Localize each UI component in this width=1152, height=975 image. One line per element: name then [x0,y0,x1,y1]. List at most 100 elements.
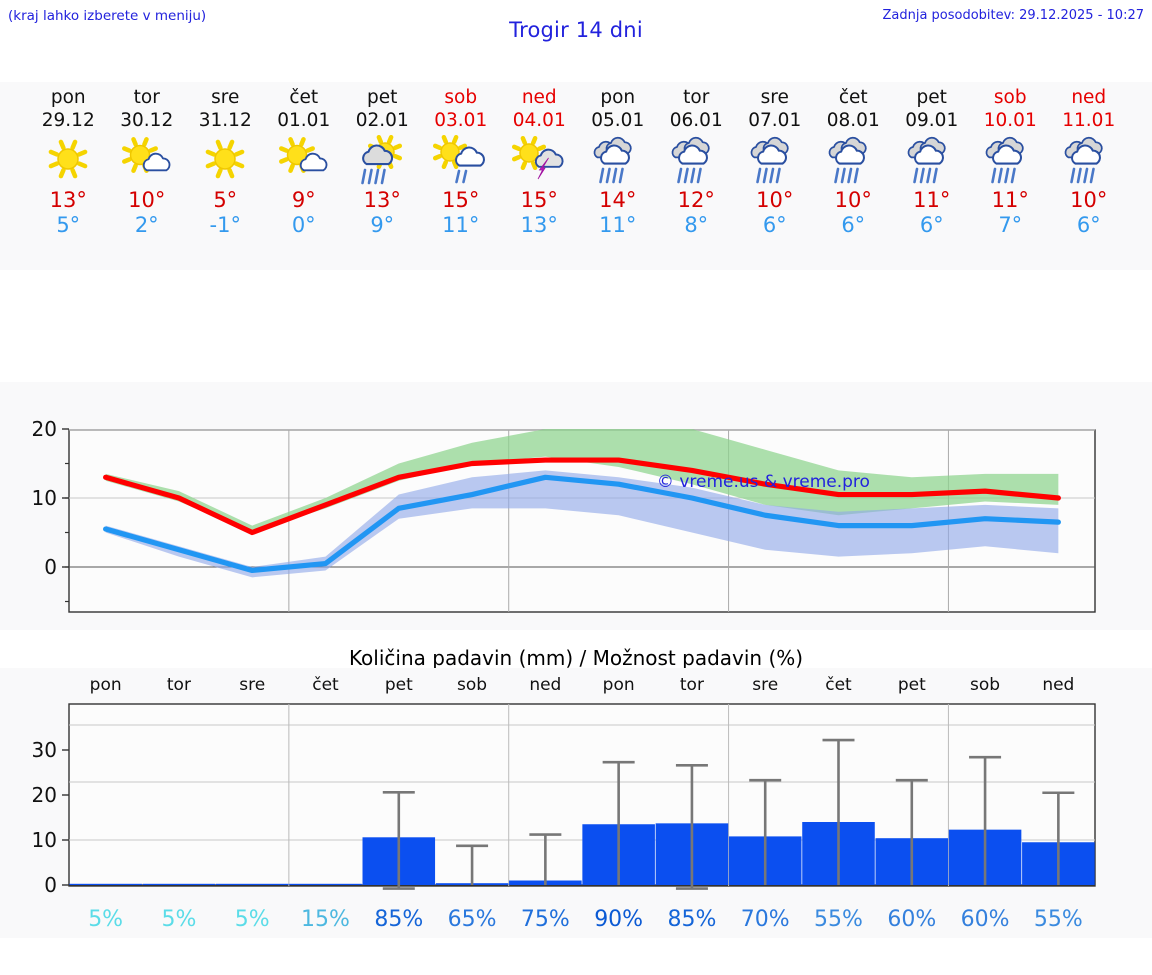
day-date: 07.01 [748,110,802,131]
temp-min: 6° [919,213,944,237]
precip-probability-label: 55% [1034,907,1083,932]
temp-max: 15° [520,188,558,212]
precip-probability-label: 65% [448,907,497,932]
temp-min: 11° [599,213,637,237]
svg-text:10: 10 [32,486,57,510]
last-updated-text: Zadnja posodobitev: 29.12.2025 - 10:27 [882,8,1144,23]
precip-day-label: pet [385,675,413,695]
temp-min: 9° [370,213,395,237]
day-date: 06.01 [669,110,723,131]
temp-min: 6° [841,213,866,237]
temp-min: 2° [134,213,159,237]
precip-bar [215,883,289,885]
precip-probability-label: 70% [741,907,790,932]
temp-min: 7° [998,213,1023,237]
sun-cloud-icon [265,133,344,187]
precipitation-chart: pon tor sre čet pet sob ned pon tor sre čet pet sob n… [0,668,1152,938]
precip-probability-label: 5% [235,907,270,932]
precip-probability-label: 5% [88,907,123,932]
cloud-rain-icon [1050,133,1129,187]
precip-day-label: pon [603,675,635,695]
day-date: 04.01 [512,110,566,131]
forecast-day-column[interactable]: sre 31.12 5° -1° [186,82,265,270]
day-name: ned [1071,87,1107,108]
precip-day-label: sob [457,675,487,695]
precip-day-label: ned [529,675,561,695]
page-title: Trogir 14 dni [509,18,643,42]
precip-day-label: pon [90,675,122,695]
temp-max: 14° [599,188,637,212]
forecast-day-column[interactable]: sob 10.01 11° 7° [971,82,1050,270]
day-date: 09.01 [905,110,959,131]
precip-probability-label: 75% [521,907,570,932]
forecast-day-column[interactable]: ned 11.01 10° 6° [1050,82,1129,270]
page-header: (kraj lahko izberete v meniju) Trogir 14… [0,0,1152,44]
svg-text:20: 20 [32,417,57,441]
forecast-day-column[interactable]: sob 03.01 15° 11° [422,82,501,270]
temp-min: 5° [56,213,81,237]
strip-left-pad [0,82,29,270]
temp-max: 10° [1070,188,1108,212]
temp-max: 13° [363,188,401,212]
precip-probability-label: 85% [374,907,423,932]
day-name: tor [683,87,710,108]
precip-day-label: tor [680,675,704,695]
sun-icon [186,133,265,187]
svg-text:10: 10 [32,828,57,852]
cloud-rain-icon [971,133,1050,187]
forecast-day-column[interactable]: pet 09.01 11° 6° [893,82,972,270]
day-name: pet [916,87,947,108]
precip-day-label: ned [1042,675,1074,695]
forecast-day-column[interactable]: pon 05.01 14° 11° [579,82,658,270]
precip-bar [142,883,216,885]
cloud-rain-icon [893,133,972,187]
temp-min: 6° [762,213,787,237]
forecast-day-column[interactable]: sre 07.01 10° 6° [736,82,815,270]
temp-max: 10° [756,188,794,212]
forecast-day-column[interactable]: tor 30.12 10° 2° [108,82,187,270]
precip-day-label: sre [752,675,778,695]
forecast-day-column[interactable]: pon 29.12 13° 5° [29,82,108,270]
temp-max: 11° [991,188,1029,212]
svg-text:0: 0 [44,873,57,897]
forecast-day-column[interactable]: čet 08.01 10° 6° [814,82,893,270]
precip-bar [69,883,142,885]
day-date: 03.01 [434,110,488,131]
day-name: tor [133,87,160,108]
day-date: 10.01 [983,110,1037,131]
daily-forecast-strip: pon 29.12 13° 5° tor 30.12 10° 2° sre 31.12 5° -1°… [0,82,1152,270]
precip-probability-label: 60% [961,907,1010,932]
precip-probability-label: 85% [667,907,716,932]
temp-max: 12° [677,188,715,212]
day-date: 05.01 [591,110,645,131]
temp-min: 8° [684,213,709,237]
precip-probability-label: 15% [301,907,350,932]
temp-min: -1° [209,213,241,237]
day-name: sob [444,87,478,108]
svg-text:20: 20 [32,783,57,807]
sun-cloud-thunder-icon [500,133,579,187]
precip-day-label: pet [898,675,926,695]
forecast-day-column[interactable]: tor 06.01 12° 8° [657,82,736,270]
temp-max: 9° [291,188,316,212]
day-name: sre [760,87,789,108]
sun-cloud-rain-icon [343,133,422,187]
sun-icon [29,133,108,187]
forecast-day-column[interactable]: čet 01.01 9° 0° [265,82,344,270]
menu-hint: (kraj lahko izberete v meniju) [8,8,207,24]
precip-day-label: sre [239,675,265,695]
precip-day-label: sob [970,675,1000,695]
temp-max: 13° [49,188,87,212]
day-name: sre [211,87,240,108]
svg-text:© vreme.us & vreme.pro: © vreme.us & vreme.pro [657,472,870,492]
day-name: pet [367,87,398,108]
precip-bar [289,883,362,885]
day-date: 08.01 [826,110,880,131]
forecast-day-column[interactable]: ned 04.01 15° 13° [500,82,579,270]
temp-max: 10° [834,188,872,212]
day-name: čet [838,87,868,108]
day-name: sob [993,87,1027,108]
temperature-chart: 0 10 20 © vreme.us & vreme.pro [0,382,1152,630]
forecast-day-column[interactable]: pet 02.01 13° 9° [343,82,422,270]
day-name: pon [50,87,86,108]
